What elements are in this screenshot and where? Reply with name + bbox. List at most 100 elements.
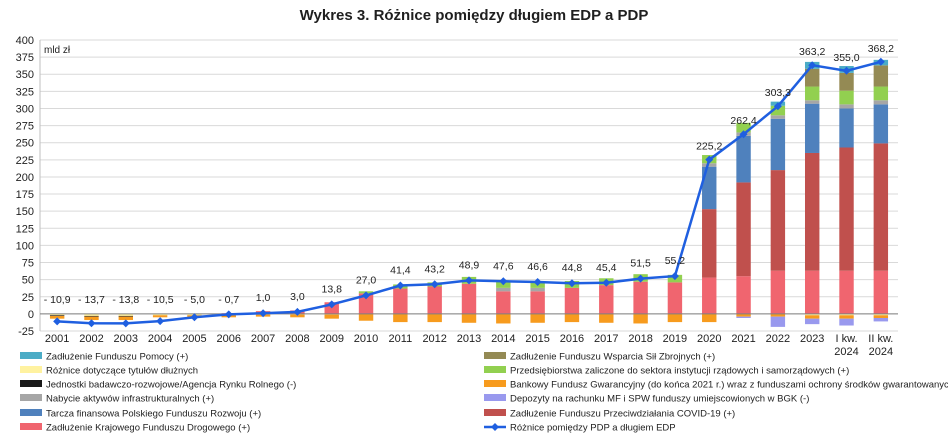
bar-segment xyxy=(290,314,305,318)
data-label: 27,0 xyxy=(356,274,377,286)
data-label: 55,2 xyxy=(665,255,686,267)
data-label: 48,9 xyxy=(459,259,480,271)
data-label: - 13,8 xyxy=(112,294,139,306)
difference-point xyxy=(842,66,851,75)
x-tick-label: 2018 xyxy=(628,333,652,345)
legend-label: Zadłużenie Krajowego Funduszu Drogowego … xyxy=(46,423,250,434)
y-axis: -25 0 25 50 75 100 125 150 175 200 225 250 275 300 325… xyxy=(16,35,41,338)
bar-segment xyxy=(118,313,134,316)
bar-segment xyxy=(84,316,99,321)
legend-swatch xyxy=(484,366,506,373)
y-tick-label: 375 xyxy=(16,52,34,64)
legend-swatch xyxy=(484,380,506,387)
bar-segment xyxy=(804,270,820,314)
bar-segment xyxy=(839,104,854,109)
x-tick-label: 2002 xyxy=(79,333,103,345)
x-tick-label: 2004 xyxy=(148,333,172,345)
y-tick-label: 25 xyxy=(22,292,34,304)
bar-segment xyxy=(667,282,683,314)
legend-swatch xyxy=(20,366,42,373)
legend-swatch xyxy=(20,409,42,416)
x-tick-label: 2006 xyxy=(217,333,241,345)
bar-segment xyxy=(564,287,580,314)
difference-point xyxy=(293,307,302,316)
data-label: 41,4 xyxy=(390,265,411,277)
x-tick-label: 2016 xyxy=(560,333,584,345)
data-label: 303,3 xyxy=(765,87,791,99)
bar-segment xyxy=(530,313,545,323)
bar-segment xyxy=(873,86,889,101)
y-tick-label: 175 xyxy=(16,189,34,201)
difference-point xyxy=(327,300,336,309)
y-tick-label: 325 xyxy=(16,86,34,98)
data-label: 44,8 xyxy=(562,262,583,274)
bar-segment xyxy=(667,313,683,323)
data-label: 355,0 xyxy=(833,52,859,64)
difference-line xyxy=(53,57,885,328)
bar-segment xyxy=(496,291,511,314)
bar-segment xyxy=(496,287,511,292)
y-tick-label: 50 xyxy=(22,275,34,287)
bar-segment xyxy=(804,318,820,325)
x-tick-label: 2020 xyxy=(697,333,721,345)
difference-point xyxy=(739,130,748,139)
x-tick-label: 2022 xyxy=(766,333,790,345)
x-tick-label: 2010 xyxy=(354,333,378,345)
y-tick-label: 300 xyxy=(16,103,34,115)
bar-segment xyxy=(49,315,65,319)
bar-segment xyxy=(804,103,820,153)
difference-point xyxy=(602,278,611,287)
stacked-bars xyxy=(49,59,889,327)
x-axis: 2001 2002 2003 2004 2005 2006 2007 2008 2009 2010… xyxy=(40,313,898,358)
bar-segment xyxy=(702,163,717,167)
x-tick-label: 2017 xyxy=(594,333,618,345)
bar-segment xyxy=(839,108,854,148)
bar-segment xyxy=(599,313,614,323)
legend-label: Bankowy Fundusz Gwarancyjny (do końca 20… xyxy=(510,380,948,391)
bar-segment xyxy=(118,316,134,321)
x-tick-label: 2005 xyxy=(182,333,206,345)
legend-swatch xyxy=(484,394,506,401)
bar-segment xyxy=(804,313,820,316)
data-label: 262,4 xyxy=(730,115,756,127)
x-tick-label: 2001 xyxy=(45,333,69,345)
legend-label: Jednostki badawczo-rozwojowe/Agencja Ryn… xyxy=(46,380,296,391)
difference-point xyxy=(533,277,542,286)
bar-segment xyxy=(461,313,477,323)
bar-segment xyxy=(702,277,717,314)
data-label: 1,0 xyxy=(256,292,271,304)
x-tick-label: 2021 xyxy=(731,333,755,345)
bar-segment xyxy=(804,86,820,101)
bar-segment xyxy=(873,65,889,87)
bar-segment xyxy=(770,115,786,119)
unit-label: mld zł xyxy=(44,45,71,56)
bar-segment xyxy=(873,270,889,314)
bar-segment xyxy=(839,90,854,105)
bar-segment xyxy=(770,105,786,116)
x-tick-label: 2019 xyxy=(663,333,687,345)
legend-label: Depozyty na rachunku MF i SPW funduszy u… xyxy=(510,394,809,405)
legend-label: Tarcza finansowa Polskiego Funduszu Rozw… xyxy=(46,409,261,420)
x-tick-label: 2012 xyxy=(422,333,446,345)
legend-swatch xyxy=(20,423,42,430)
x-tick-label: 2008 xyxy=(285,333,309,345)
difference-point xyxy=(156,317,165,326)
y-tick-label: 75 xyxy=(22,258,34,270)
bar-segment xyxy=(839,313,854,316)
legend-label: Przedsiębiorstwa zaliczone do sektora in… xyxy=(510,366,849,377)
difference-point xyxy=(224,310,233,319)
difference-point xyxy=(396,281,405,290)
legend-label: Różnice pomiędzy PDP a długiem EDP xyxy=(510,423,676,434)
data-labels: - 10,9 - 13,7 - 13,8 - 10,5 - 5,0 - 0,7 1,0 3,0… xyxy=(44,43,894,306)
bar-segment xyxy=(461,283,477,314)
y-tick-label: 225 xyxy=(16,155,34,167)
bar-segment xyxy=(152,315,168,318)
bar-segment xyxy=(633,281,648,314)
data-label: - 0,7 xyxy=(218,294,239,306)
y-tick-label: 350 xyxy=(16,69,34,81)
bar-segment xyxy=(702,313,717,323)
bar-segment xyxy=(427,286,442,314)
bar-segment xyxy=(736,135,751,183)
bar-segment xyxy=(736,313,751,317)
bar-segment xyxy=(736,316,751,318)
